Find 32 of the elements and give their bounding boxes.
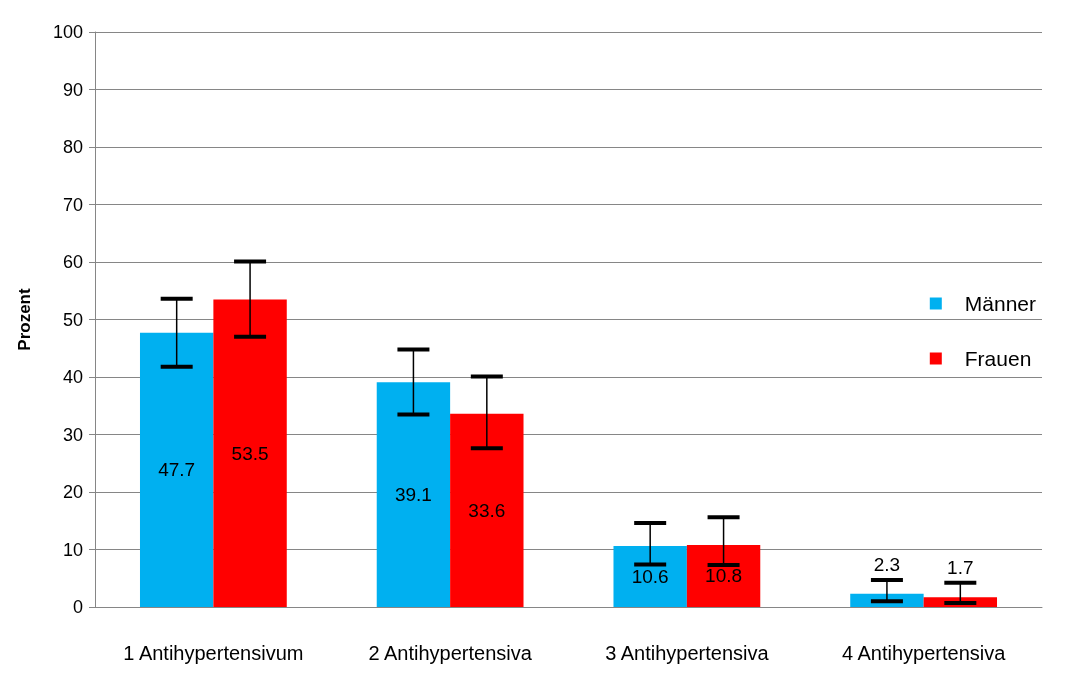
y-tick-label: 50 bbox=[62, 309, 83, 330]
y-tick-label: 20 bbox=[62, 482, 83, 502]
y-tick-label: 40 bbox=[62, 367, 83, 387]
data-label: 39.1 bbox=[394, 484, 432, 506]
x-tick-label: 2 Antihypertensiva bbox=[368, 642, 533, 664]
y-tick-label: 100 bbox=[52, 22, 83, 42]
y-tick-label: 90 bbox=[62, 79, 83, 100]
data-label: 2.3 bbox=[873, 553, 901, 575]
legend-label: Männer bbox=[964, 292, 1037, 315]
data-label: 1.7 bbox=[947, 557, 974, 579]
data-label: 10.6 bbox=[631, 566, 669, 588]
data-label: 47.7 bbox=[158, 459, 196, 481]
x-tick-label: 4 Antihypertensiva bbox=[841, 642, 1007, 664]
data-label: 10.8 bbox=[705, 565, 743, 587]
x-tick-label: 1 Antihypertensivum bbox=[123, 642, 304, 664]
legend-label: Frauen bbox=[964, 347, 1032, 370]
y-tick-label: 30 bbox=[62, 424, 83, 445]
bar bbox=[213, 299, 287, 607]
y-tick-label: 60 bbox=[62, 252, 83, 272]
data-label: 53.5 bbox=[231, 442, 269, 464]
y-tick-label: 10 bbox=[62, 539, 83, 560]
data-label: 33.6 bbox=[468, 499, 506, 521]
bar bbox=[450, 413, 524, 607]
y-axis-title: Prozent bbox=[15, 287, 34, 351]
y-tick-label: 70 bbox=[62, 194, 83, 215]
x-tick-label: 3 Antihypertensiva bbox=[605, 642, 770, 664]
bar bbox=[139, 332, 214, 607]
y-tick-label: 80 bbox=[62, 137, 83, 157]
bar bbox=[376, 382, 451, 607]
bar bbox=[686, 544, 761, 607]
bar bbox=[613, 546, 687, 607]
y-tick-label: 0 bbox=[72, 597, 83, 617]
